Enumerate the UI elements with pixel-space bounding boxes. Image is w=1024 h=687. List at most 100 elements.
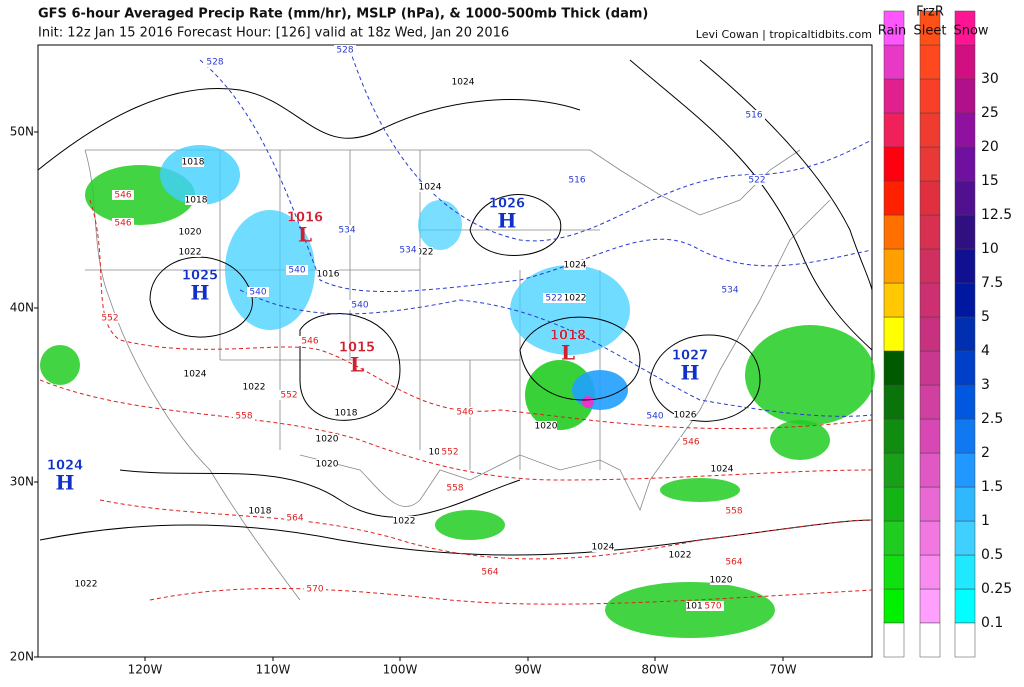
subtitle: Init: 12z Jan 15 2016 Forecast Hour: [12…	[38, 26, 509, 41]
contour-label-bg	[299, 336, 321, 346]
legend-tick: 0.25	[981, 581, 1012, 597]
contour-label-bg	[746, 175, 768, 185]
contour-label-bg	[182, 157, 204, 167]
legend-tick: 1.5	[981, 479, 1003, 495]
legend-swatch	[919, 452, 941, 488]
contour-label-bg	[543, 293, 565, 303]
legend-tick: 30	[981, 71, 999, 87]
contour-label-bg	[316, 434, 338, 444]
center-letter: H	[56, 471, 75, 495]
center-value: 1018	[550, 329, 586, 344]
lon-label: 120W	[128, 663, 163, 677]
contour-label: 1024	[592, 543, 615, 553]
contour-label-bg	[335, 408, 357, 418]
contour-label-bg	[710, 575, 732, 585]
center-letter: H	[681, 361, 700, 385]
legend-swatch	[883, 214, 905, 250]
legend-bottom	[919, 622, 941, 658]
center-value: 1026	[489, 197, 525, 212]
legend-tick: 25	[981, 105, 999, 121]
contour-label: 570	[704, 602, 721, 612]
legend-swatch	[954, 520, 976, 556]
contour-label-bg	[723, 506, 745, 516]
contour-label: 1026	[674, 411, 697, 421]
legend-tick: 0.5	[981, 547, 1003, 563]
contour-label-bg	[304, 584, 326, 594]
contour-label-bg	[479, 567, 501, 577]
contour-label: 552	[101, 314, 118, 324]
legend-swatch	[919, 146, 941, 182]
contour-label-bg	[334, 45, 356, 55]
contour-label: 564	[481, 568, 498, 578]
center-letter: H	[498, 209, 517, 233]
contour-label-bg	[99, 313, 121, 323]
credit: Levi Cowan | tropicaltidbits.com	[696, 28, 872, 41]
legend-swatch	[954, 350, 976, 386]
contour-label: 1024	[711, 465, 734, 475]
lon-label: 90W	[514, 663, 541, 677]
legend-swatch	[954, 418, 976, 454]
contour-label: 1020	[316, 460, 339, 470]
legend-swatch	[883, 350, 905, 386]
contour-label-bg	[397, 245, 419, 255]
legend-swatch	[954, 44, 976, 80]
legend-swatch	[883, 452, 905, 488]
legend-swatch	[919, 588, 941, 624]
legend-swatch	[919, 384, 941, 420]
contour-label: 1022	[564, 294, 587, 304]
contour-label: 540	[646, 412, 663, 422]
legend-swatch	[883, 112, 905, 148]
legend-swatch	[883, 180, 905, 216]
legend-swatch	[883, 44, 905, 80]
legend-swatch	[919, 554, 941, 590]
contour-label-bg	[419, 182, 441, 192]
legend-swatch	[954, 10, 976, 46]
legend-swatch	[954, 146, 976, 182]
center-letter: L	[350, 353, 364, 377]
legend-swatch	[883, 282, 905, 318]
contour-label: 546	[456, 408, 473, 418]
contour-label-bg	[179, 247, 201, 257]
contour-label-bg	[535, 421, 557, 431]
contour-label: 540	[249, 288, 266, 298]
contour-label: 522	[748, 176, 765, 186]
contour-label: 1024	[419, 183, 442, 193]
center-value: 1025	[182, 269, 218, 284]
contour-label-bg	[204, 57, 226, 67]
contour-label-bg	[743, 110, 765, 120]
center-value: 1016	[287, 211, 323, 226]
contour-label: 1022	[243, 383, 266, 393]
legend-tick: 12.5	[981, 207, 1012, 223]
thickness-warm	[39, 199, 873, 605]
contour-label: 1016	[317, 270, 340, 280]
contour-label: 1024	[564, 261, 587, 271]
legend-swatch	[883, 520, 905, 556]
contour-label: 558	[446, 484, 463, 494]
contour-label: 1018	[182, 158, 205, 168]
contour-label-bg	[249, 506, 271, 516]
contour-label: 1022	[75, 580, 98, 590]
legend-swatch	[954, 384, 976, 420]
legend-swatch	[954, 554, 976, 590]
contour-label-bg	[233, 411, 255, 421]
contour-label-bg	[723, 557, 745, 567]
contour-label-bg	[669, 550, 691, 560]
legend-bottom	[954, 622, 976, 658]
contour-label-bg	[439, 447, 461, 457]
legend-tick: 0.1	[981, 615, 1003, 631]
contour-label: 1022	[411, 248, 434, 258]
legend-swatch	[954, 452, 976, 488]
contour-label-bg	[411, 247, 433, 257]
legend-swatch	[954, 78, 976, 114]
legend-tick: 2.5	[981, 411, 1003, 427]
contour-label-bg	[112, 190, 134, 200]
title: GFS 6-hour Averaged Precip Rate (mm/hr),…	[38, 7, 648, 22]
contour-label-bg	[316, 459, 338, 469]
legend-swatch	[954, 282, 976, 318]
legend-swatch	[919, 520, 941, 556]
contour-label: 1022	[179, 248, 202, 258]
map: 1024 1018 1018 1020 1022 1024 1022 1016 1024 1022…	[37, 44, 875, 658]
contour-label: 1020	[316, 435, 339, 445]
legend-swatch	[883, 78, 905, 114]
legend-swatch	[919, 282, 941, 318]
